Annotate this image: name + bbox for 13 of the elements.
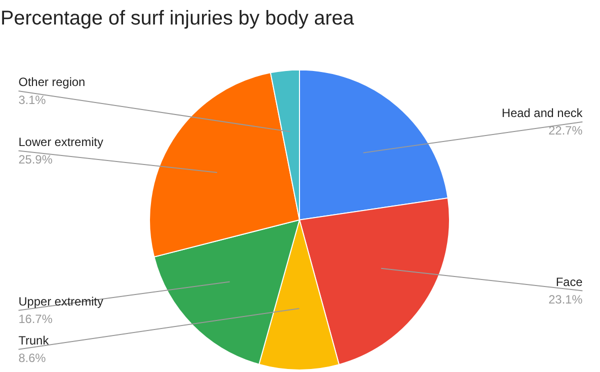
slice-label: Trunk (18, 334, 50, 348)
data-label: 22.7% (548, 124, 583, 138)
data-label: 25.9% (18, 152, 53, 167)
data-label: 3.1% (18, 92, 46, 107)
data-label: 16.7% (18, 312, 53, 326)
data-label: 8.6% (18, 351, 46, 366)
data-label: 23.1% (548, 292, 583, 307)
slice-label: Upper extremity (18, 294, 104, 309)
chart-title: Percentage of surf injuries by body area (0, 8, 355, 30)
slice-label: Other region (18, 75, 86, 90)
slice-label: Head and neck (502, 106, 584, 120)
slice-label: Lower extremity (18, 134, 104, 149)
slice-label: Face (556, 274, 583, 289)
